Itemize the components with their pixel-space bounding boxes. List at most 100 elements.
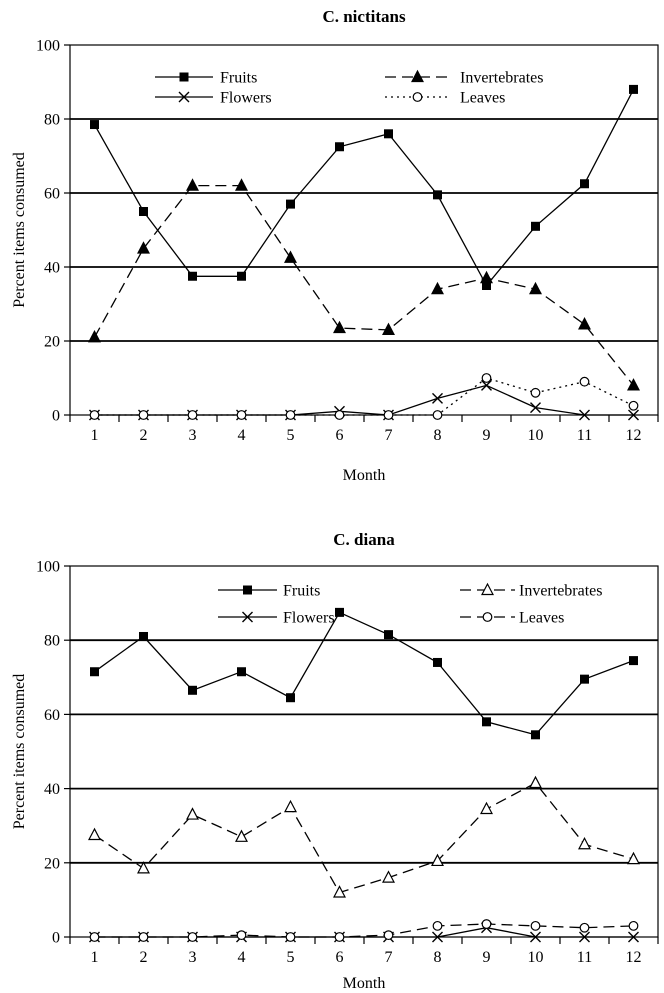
chart1-invertebrates-point	[480, 270, 493, 284]
chart2-invertebrates-line	[94, 782, 634, 894]
chart2-legend-leaves-marker	[482, 612, 493, 622]
chart2-xtick-label: 3	[189, 949, 197, 966]
chart2-fruits-point	[531, 730, 540, 740]
chart2-legend-invertebrates-marker	[481, 582, 494, 596]
chart2-xtick-label: 7	[385, 949, 393, 966]
chart1-invertebrates-point	[88, 330, 101, 343]
chart1-invertebrates-point	[382, 322, 395, 335]
chart1-leaves-point	[236, 410, 247, 420]
chart1-legend-leaves-label: Leaves	[460, 90, 505, 107]
chart1-fruits-point	[286, 199, 295, 209]
chart1-leaves-point	[628, 400, 639, 411]
chart1-xtick-label: 2	[140, 427, 148, 444]
chart1-legend-fruits-label: Fruits	[220, 70, 257, 87]
chart1-invertebrates-point	[137, 241, 150, 254]
chart2-leaves-point	[530, 920, 541, 931]
chart2-xlabel: Month	[343, 975, 386, 992]
chart1-xtick-label: 4	[238, 427, 246, 444]
chart1-fruits-line	[93, 89, 635, 287]
chart1-leaves-point	[89, 410, 100, 420]
chart2-xtick-label: 1	[91, 949, 99, 966]
chart2-fruits-point	[188, 685, 197, 695]
chart2-ytick-label: 20	[44, 855, 60, 872]
chart2-invertebrates-point	[88, 827, 101, 841]
chart1-invertebrates-point	[431, 281, 444, 295]
chart2-leaves-point	[89, 932, 100, 942]
chart1-xtick-label: 6	[336, 427, 344, 444]
chart1-fruits-point	[237, 271, 246, 281]
chart1-legend-flowers-marker	[178, 91, 190, 103]
chart2-invertebrates-point	[235, 829, 248, 842]
chart1-leaves-point	[530, 387, 541, 398]
chart2-leaves-point	[628, 920, 639, 931]
chart2-leaves-point	[236, 930, 247, 941]
chart2-legend-leaves-label: Leaves	[519, 610, 564, 627]
chart2-leaves-point	[579, 922, 590, 933]
chart1-flowers-point	[432, 392, 443, 404]
chart1-ytick-label: 60	[44, 186, 60, 203]
chart1-xtick-label: 9	[483, 427, 491, 444]
chart2-fruits-point	[237, 667, 246, 677]
chart1-ytick-label: 40	[44, 260, 60, 277]
chart2-fruits-point	[90, 667, 99, 677]
chart1-xtick-label: 10	[528, 427, 544, 444]
chart2-xtick-label: 5	[287, 949, 295, 966]
chart2-legend-flowers-label: Flowers	[283, 610, 335, 627]
chart2-fruits-point	[629, 656, 638, 666]
chart1-legend-flowers-label: Flowers	[220, 90, 272, 107]
chart2-leaves-line	[94, 923, 634, 938]
chart2-legend-flowers-marker	[242, 611, 253, 623]
chart1-fruits-point	[482, 281, 491, 290]
chart1-leaves-point	[285, 410, 296, 420]
chart1-xtick-label: 5	[287, 427, 295, 444]
chart1-fruits-point	[384, 129, 393, 139]
chart1-xlabel: Month	[343, 467, 386, 484]
chart2-fruits-point	[335, 607, 344, 617]
chart2-leaves-point	[285, 932, 296, 942]
chart2-leaves-point	[334, 932, 345, 942]
chart1-legend-fruits-marker	[179, 72, 189, 82]
chart2-invertebrates-point	[333, 885, 346, 898]
chart2-fruits-point	[482, 717, 491, 727]
chart2-xtick-label: 10	[528, 949, 544, 966]
chart2-leaves-point	[432, 920, 443, 931]
chart1-fruits-point	[629, 84, 638, 94]
chart2-fruits-point	[286, 693, 295, 703]
chart2-xtick-label: 8	[434, 949, 442, 966]
chart2-xtick-label: 2	[140, 949, 148, 966]
chart2-fruits-point	[384, 630, 393, 640]
chart2-fruits-point	[139, 631, 148, 641]
chart1-xtick-label: 1	[91, 427, 99, 444]
chart1-flowers-point	[481, 379, 492, 391]
chart2-leaves-point	[383, 930, 394, 941]
chart1-ytick-label: 20	[44, 334, 60, 351]
chart1-leaves-point	[579, 376, 590, 387]
chart2-fruits-point	[433, 657, 442, 667]
chart2-ytick-label: 80	[44, 633, 60, 650]
chart1-leaves-point	[334, 410, 345, 420]
chart2-flowers-point	[579, 931, 590, 943]
chart1-fruits-point	[188, 271, 197, 281]
chart1-fruits-point	[139, 207, 148, 216]
chart2-flowers-point	[530, 931, 541, 943]
chart1-fruits-point	[531, 221, 540, 231]
chart1-invertebrates-point	[529, 281, 542, 295]
chart2-legend-invertebrates-label: Invertebrates	[519, 583, 603, 600]
chart2-leaves-point	[138, 932, 149, 942]
chart1-legend-invertebrates-marker	[411, 69, 424, 83]
chart1-flowers-line	[94, 384, 634, 416]
chart1-leaves-line	[94, 377, 634, 416]
chart2-invertebrates-point	[480, 801, 493, 815]
chart1-ytick-label: 100	[36, 38, 60, 55]
chart2-invertebrates-point	[382, 870, 395, 883]
chart2-title: C. diana	[333, 530, 395, 549]
chart1-flowers-point	[628, 409, 639, 421]
chart2-leaves-point	[481, 919, 492, 929]
chart2-invertebrates-point	[284, 799, 297, 813]
chart2-leaves-point	[187, 932, 198, 942]
chart1-leaves-point	[383, 410, 394, 420]
chart2-invertebrates-point	[137, 861, 150, 874]
